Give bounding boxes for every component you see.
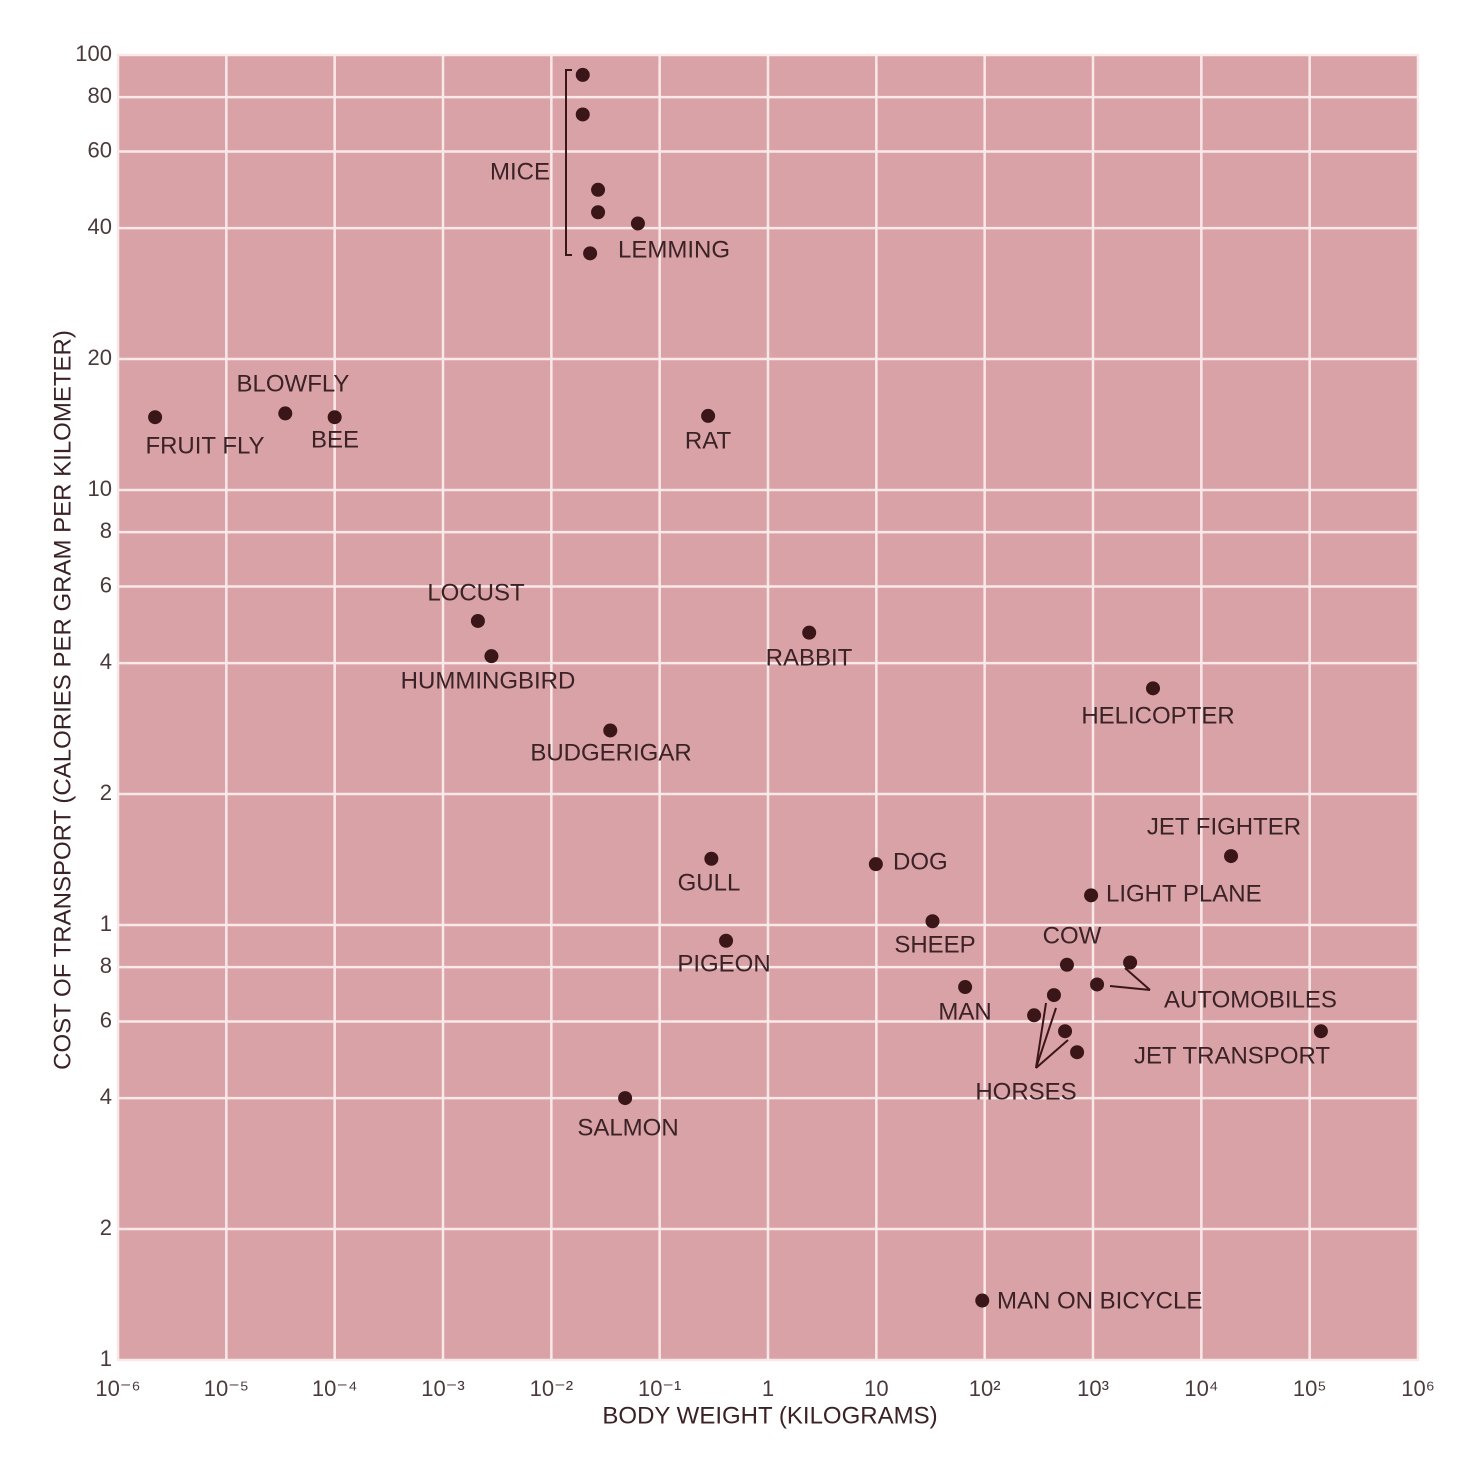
y-tick-label: 2: [100, 780, 112, 805]
point: [327, 410, 342, 425]
x-tick-label: 10: [864, 1376, 888, 1401]
point: [719, 933, 734, 948]
y-tick-label: 6: [100, 1007, 112, 1032]
y-tick-label: 8: [100, 518, 112, 543]
x-tick-label: 10⁵: [1293, 1376, 1327, 1401]
connector: [1124, 967, 1151, 991]
annotation: BUDGERIGAR: [530, 739, 691, 766]
x-axis-title: BODY WEIGHT (KILOGRAMS): [602, 1402, 937, 1429]
y-tick-label: 1: [100, 1346, 112, 1371]
annotation: JET FIGHTER: [1147, 813, 1301, 840]
point: [1313, 1024, 1328, 1039]
annotation: MICE: [490, 158, 550, 185]
point: [618, 1091, 633, 1106]
point: [701, 408, 716, 423]
annotation: RABBIT: [766, 644, 853, 671]
x-tick-label: 10⁴: [1184, 1376, 1218, 1401]
x-tick-label: 1: [762, 1376, 774, 1401]
annotation: HORSES: [975, 1078, 1076, 1105]
y-tick-label: 80: [88, 83, 112, 108]
point: [1070, 1045, 1085, 1060]
annotation: GULL: [678, 869, 741, 896]
annotation: JET TRANSPORT: [1134, 1042, 1330, 1069]
y-tick-label: 60: [88, 137, 112, 162]
x-tick-label: 10⁻⁴: [312, 1376, 358, 1401]
point: [1027, 1008, 1042, 1023]
annotation: AUTOMOBILES: [1164, 986, 1337, 1013]
y-tick-label: 100: [75, 41, 112, 66]
point: [278, 406, 293, 421]
point: [975, 1293, 990, 1308]
point: [958, 980, 973, 995]
x-tick-label: 10⁻¹: [638, 1376, 681, 1401]
point: [1224, 849, 1239, 864]
connector: [1035, 1002, 1047, 1069]
connector: [565, 69, 572, 256]
point: [1046, 988, 1061, 1003]
x-tick-label: 10⁻⁵: [204, 1376, 249, 1401]
x-tick-label: 10³: [1077, 1376, 1109, 1401]
connector: [1035, 1039, 1069, 1069]
annotation: BEE: [311, 426, 359, 453]
x-tick-label: 10⁶: [1401, 1376, 1435, 1401]
annotation: SHEEP: [894, 931, 975, 958]
y-tick-label: 6: [100, 572, 112, 597]
point: [1084, 888, 1099, 903]
annotation: COW: [1043, 922, 1102, 949]
y-tick-label: 20: [88, 345, 112, 370]
y-axis-title: COST OF TRANSPORT (CALORIES PER GRAM PER…: [49, 330, 76, 1070]
point: [470, 613, 485, 628]
point: [1090, 977, 1105, 992]
point: [1146, 681, 1161, 696]
point: [1059, 957, 1074, 972]
y-tick-label: 8: [100, 953, 112, 978]
annotation: SALMON: [577, 1114, 678, 1141]
x-tick-label: 10⁻²: [530, 1376, 573, 1401]
annotation: LIGHT PLANE: [1106, 880, 1262, 907]
point: [802, 625, 817, 640]
x-tick-label: 10⁻³: [421, 1376, 464, 1401]
annotation: LOCUST: [427, 579, 525, 606]
point: [583, 246, 598, 261]
point: [575, 107, 590, 122]
annotation: PIGEON: [677, 950, 770, 977]
point: [1123, 955, 1138, 970]
connector: [1109, 985, 1151, 991]
y-tick-label: 10: [88, 476, 112, 501]
point: [484, 649, 499, 664]
point: [148, 410, 163, 425]
point: [591, 205, 606, 220]
annotation: FRUIT FLY: [145, 432, 264, 459]
point: [630, 216, 645, 231]
annotation: LEMMING: [618, 236, 730, 263]
point: [925, 914, 940, 929]
annotation: DOG: [893, 848, 948, 875]
point: [868, 857, 883, 872]
annotation: HELICOPTER: [1081, 702, 1234, 729]
annotation: BLOWFLY: [237, 370, 350, 397]
y-tick-label: 2: [100, 1215, 112, 1240]
y-tick-label: 40: [88, 214, 112, 239]
x-tick-label: 10⁻⁶: [95, 1376, 140, 1401]
x-tick-label: 10²: [969, 1376, 1001, 1401]
y-tick-label: 4: [100, 649, 112, 674]
annotation: MAN: [938, 998, 991, 1025]
annotation: HUMMINGBIRD: [401, 667, 576, 694]
point: [704, 851, 719, 866]
connector: [1035, 1007, 1057, 1069]
y-tick-label: 4: [100, 1084, 112, 1109]
point: [1058, 1024, 1073, 1039]
point: [575, 67, 590, 82]
point: [603, 723, 618, 738]
annotation: MAN ON BICYCLE: [997, 1287, 1202, 1314]
annotation: RAT: [685, 427, 732, 454]
point: [591, 182, 606, 197]
y-tick-label: 1: [100, 911, 112, 936]
